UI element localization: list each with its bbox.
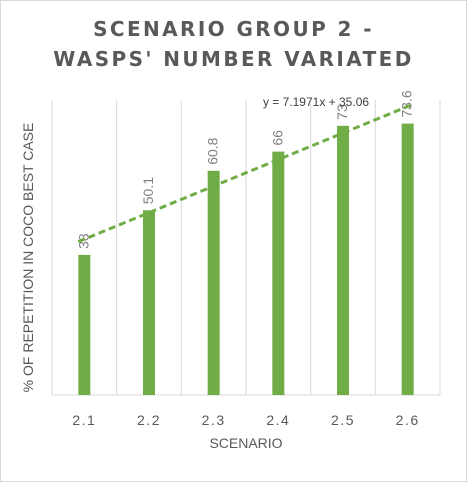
data-label: 73: [334, 104, 350, 120]
x-tick-label: 2.2: [137, 412, 161, 428]
y-axis-title: % OF REPETITION IN COCO BEST CASE: [20, 123, 36, 393]
x-tick-label: 2.1: [72, 412, 96, 428]
x-tick-label: 2.3: [202, 412, 226, 428]
data-label: 66: [269, 130, 285, 146]
x-tick-labels: 2.1 2.2 2.3 2.4 2.5 2.6: [72, 412, 420, 428]
x-axis-title: SCENARIO: [209, 435, 282, 451]
bar: [207, 170, 220, 395]
x-tick-label: 2.4: [266, 412, 290, 428]
bar: [143, 210, 155, 395]
data-label: 73.6: [399, 90, 415, 117]
gridlines: [51, 100, 441, 395]
bar: [272, 151, 285, 395]
trendline-equation: y = 7.1971x + 35.06: [263, 95, 369, 109]
trendline: [77, 102, 415, 244]
x-tick-label: 2.6: [396, 412, 420, 428]
chart-title-line-2: WASPS' NUMBER VARIATED: [53, 47, 414, 71]
chart-title-line-1: SCENARIO GROUP 2 -: [93, 17, 374, 41]
chart-title: SCENARIO GROUP 2 - WASPS' NUMBER VARIATE…: [0, 14, 467, 74]
data-label: 50.1: [140, 177, 156, 204]
bar: [401, 123, 414, 395]
bars: [78, 123, 414, 395]
bar: [337, 125, 349, 395]
x-tick-label: 2.5: [331, 412, 355, 428]
data-label: 60.8: [205, 137, 221, 164]
bar: [78, 254, 91, 395]
